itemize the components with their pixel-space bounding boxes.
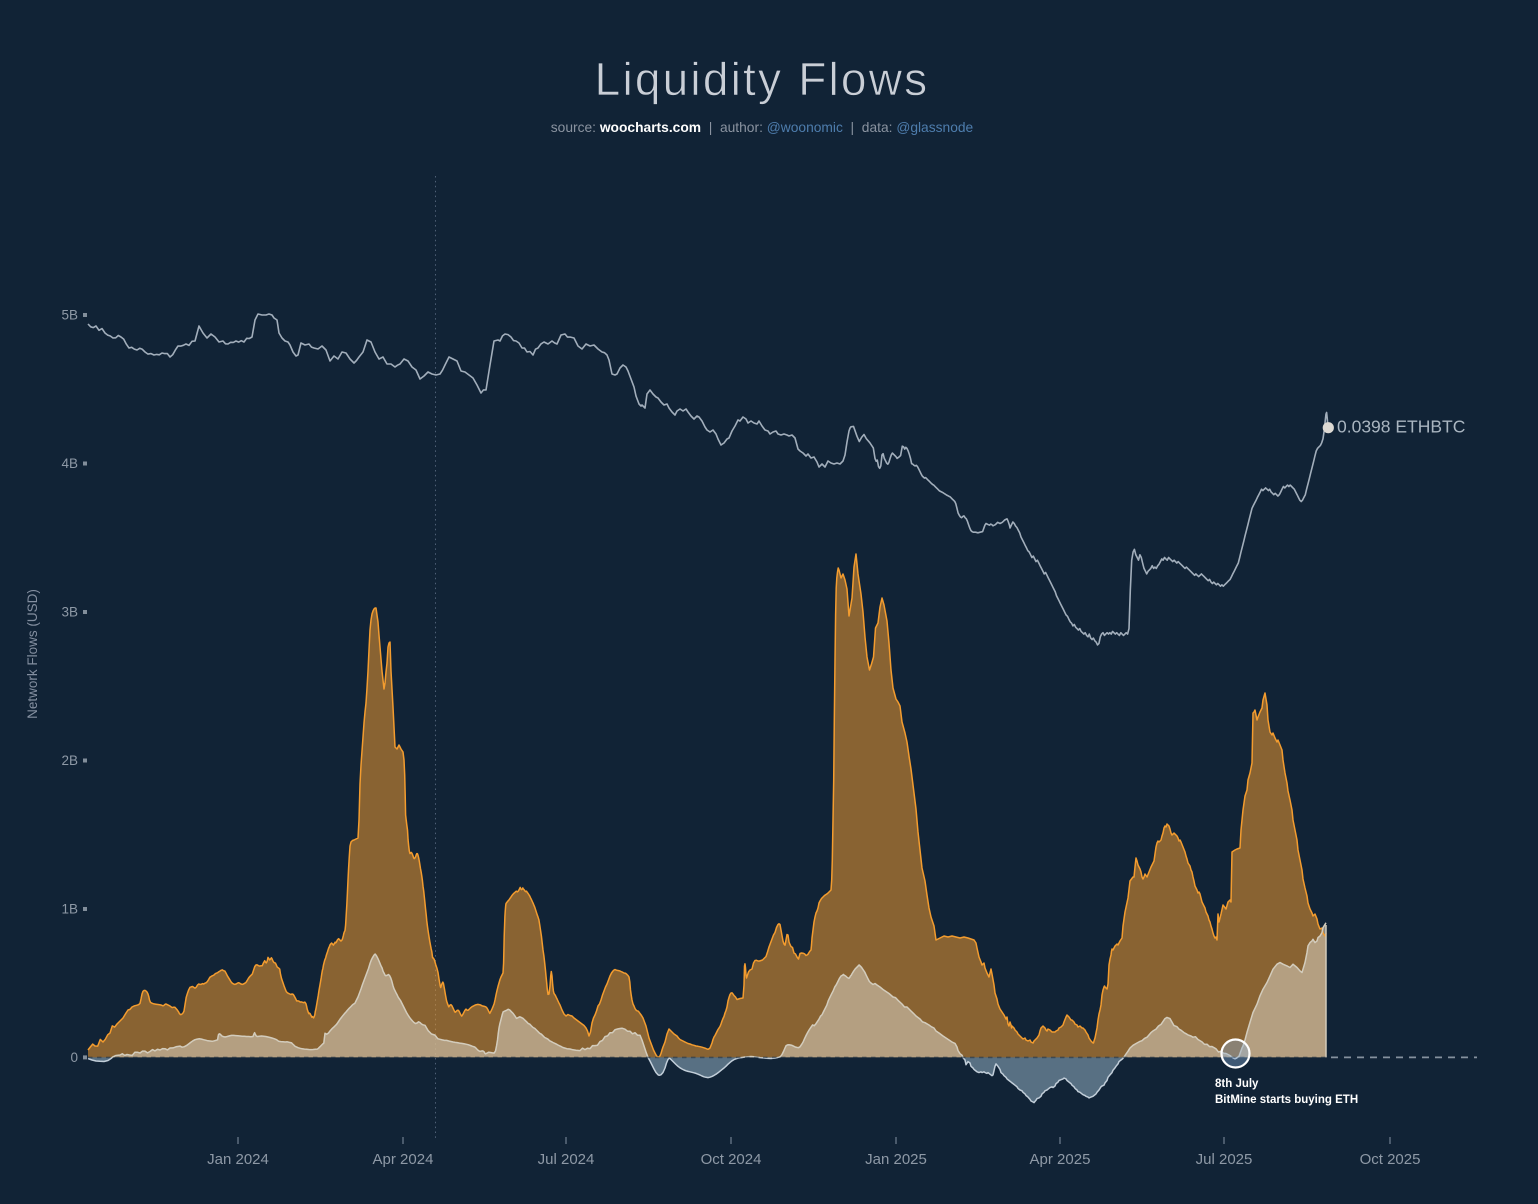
svg-text:1B: 1B: [61, 902, 78, 917]
svg-text:Oct 2025: Oct 2025: [1360, 1151, 1421, 1168]
svg-text:BitMine starts buying ETH: BitMine starts buying ETH: [1215, 1094, 1358, 1106]
svg-text:Oct 2024: Oct 2024: [701, 1151, 762, 1168]
svg-text:0: 0: [70, 1050, 78, 1065]
svg-text:Network Flows (USD): Network Flows (USD): [25, 589, 40, 719]
svg-text:5B: 5B: [61, 308, 78, 323]
svg-text:2B: 2B: [61, 753, 78, 768]
svg-text:Apr 2025: Apr 2025: [1030, 1151, 1091, 1168]
svg-text:Apr 2024: Apr 2024: [373, 1151, 434, 1168]
svg-text:3B: 3B: [61, 605, 78, 620]
svg-text:0.0398 ETHBTC: 0.0398 ETHBTC: [1337, 417, 1465, 437]
svg-text:Jul 2024: Jul 2024: [538, 1151, 595, 1168]
svg-text:Jan 2024: Jan 2024: [207, 1151, 269, 1168]
svg-text:4B: 4B: [61, 456, 78, 471]
svg-text:8th July: 8th July: [1215, 1078, 1259, 1090]
svg-text:Jan 2025: Jan 2025: [865, 1151, 927, 1168]
svg-text:Jul 2025: Jul 2025: [1196, 1151, 1253, 1168]
